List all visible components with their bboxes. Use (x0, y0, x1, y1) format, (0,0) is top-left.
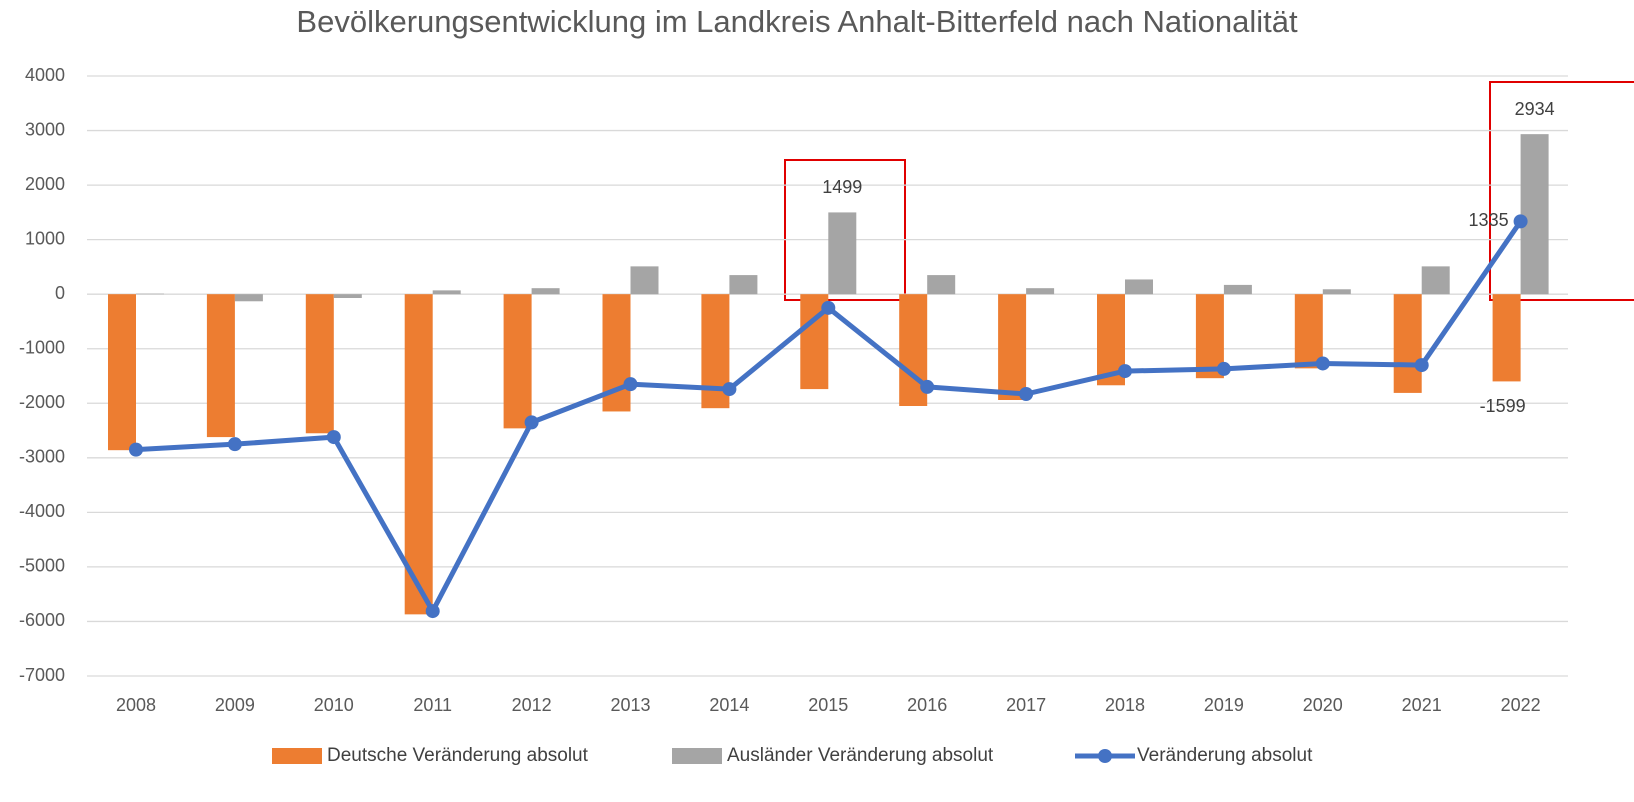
bar (136, 293, 164, 295)
line-marker (129, 442, 143, 457)
x-tick-label: 2022 (1501, 695, 1541, 715)
legend-swatch (1098, 749, 1112, 763)
highlight-box (1489, 81, 1634, 301)
bar (404, 294, 433, 615)
y-tick-label: -6000 (19, 610, 65, 630)
bar (998, 294, 1027, 400)
y-tick-label: -7000 (19, 665, 65, 685)
x-tick-label: 2008 (116, 695, 156, 715)
bar (927, 275, 956, 295)
line-marker (1315, 356, 1330, 371)
bar (1492, 294, 1521, 382)
bar (1322, 289, 1351, 295)
bar (531, 288, 560, 295)
bar (333, 294, 362, 298)
bar (630, 266, 659, 295)
bar (206, 294, 235, 438)
line-marker (1216, 361, 1231, 376)
line-marker (1019, 387, 1034, 401)
y-tick-label: 1000 (25, 228, 65, 248)
bar (1421, 266, 1450, 295)
grid (87, 75, 1568, 677)
line-marker (920, 379, 935, 394)
x-tick-label: 2018 (1105, 695, 1145, 715)
data-label: -1599 (1480, 396, 1526, 416)
bar (1393, 294, 1422, 393)
bar (503, 294, 532, 429)
line-marker (722, 382, 737, 397)
y-tick-label: 2000 (25, 174, 65, 194)
line-marker (1414, 358, 1429, 373)
y-tick-label: -5000 (19, 556, 65, 576)
line-marker (425, 604, 440, 619)
x-tick-label: 2010 (314, 695, 354, 715)
x-tick-label: 2009 (215, 695, 255, 715)
legend-swatch (672, 748, 722, 764)
x-tick-label: 2016 (907, 695, 947, 715)
y-tick-label: 4000 (25, 65, 65, 85)
x-tick-label: 2012 (512, 695, 552, 715)
bar (1223, 284, 1252, 295)
x-tick-label: 2019 (1204, 695, 1244, 715)
line-marker (821, 300, 836, 315)
x-tick-label: 2017 (1006, 695, 1046, 715)
x-tick-label: 2013 (610, 695, 650, 715)
bar (828, 212, 857, 295)
line-marker (326, 430, 341, 445)
y-tick-label: -2000 (19, 392, 65, 412)
legend-label: Ausländer Veränderung absolut (727, 745, 994, 766)
x-tick-label: 2020 (1303, 695, 1343, 715)
bar (305, 294, 334, 434)
data-label: 1335 (1469, 210, 1509, 230)
bar (108, 294, 136, 451)
line-marker (524, 415, 539, 430)
y-tick-label: -1000 (19, 337, 65, 357)
legend-label: Deutsche Veränderung absolut (327, 745, 589, 766)
chart-title: Bevölkerungsentwicklung im Landkreis Anh… (296, 4, 1298, 39)
x-tick-label: 2014 (709, 695, 749, 715)
data-label: 1499 (822, 177, 862, 197)
y-tick-label: 0 (55, 283, 65, 303)
bar (1125, 279, 1153, 295)
x-tick-label: 2011 (413, 695, 452, 715)
data-label: 2934 (1515, 99, 1555, 119)
bar (1026, 288, 1055, 295)
bar (432, 290, 461, 295)
bar (729, 275, 758, 295)
highlight-box (784, 159, 906, 301)
line-marker (227, 437, 242, 452)
y-tick-label: 3000 (25, 119, 65, 139)
legend-label: Veränderung absolut (1137, 745, 1313, 766)
y-tick-label: -4000 (19, 501, 65, 521)
y-tick-label: -3000 (19, 447, 65, 467)
legend-swatch (272, 748, 322, 764)
bar (1294, 294, 1323, 369)
line-marker (623, 377, 638, 392)
line-marker (1118, 364, 1132, 379)
bar (234, 294, 263, 302)
x-tick-label: 2021 (1402, 695, 1442, 715)
line-marker (1513, 214, 1528, 229)
bar (1520, 134, 1549, 295)
x-tick-label: 2015 (808, 695, 848, 715)
